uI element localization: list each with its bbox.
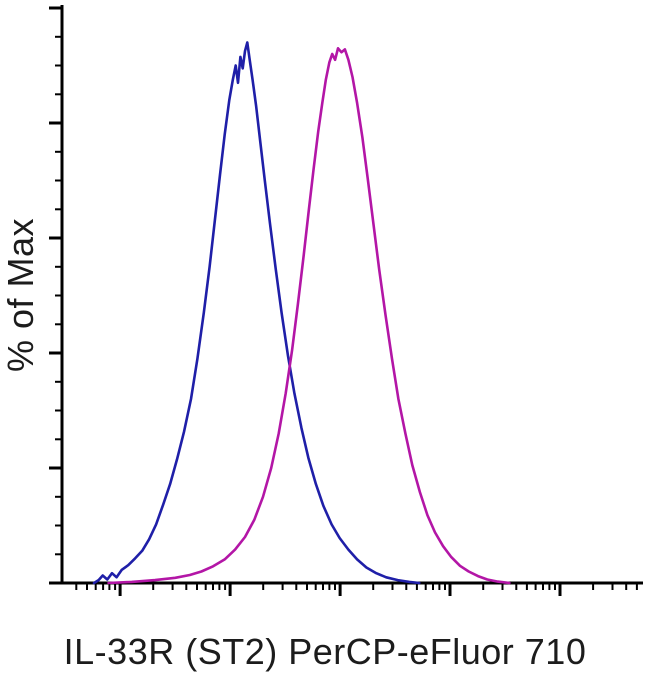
histogram-plot [49, 5, 643, 596]
x-axis-label: IL-33R (ST2) PerCP-eFluor 710 [63, 631, 587, 672]
magenta-curve [107, 47, 511, 585]
y-axis-label: % of Max [0, 217, 41, 373]
blue-curve [92, 41, 421, 585]
axes [60, 5, 643, 585]
